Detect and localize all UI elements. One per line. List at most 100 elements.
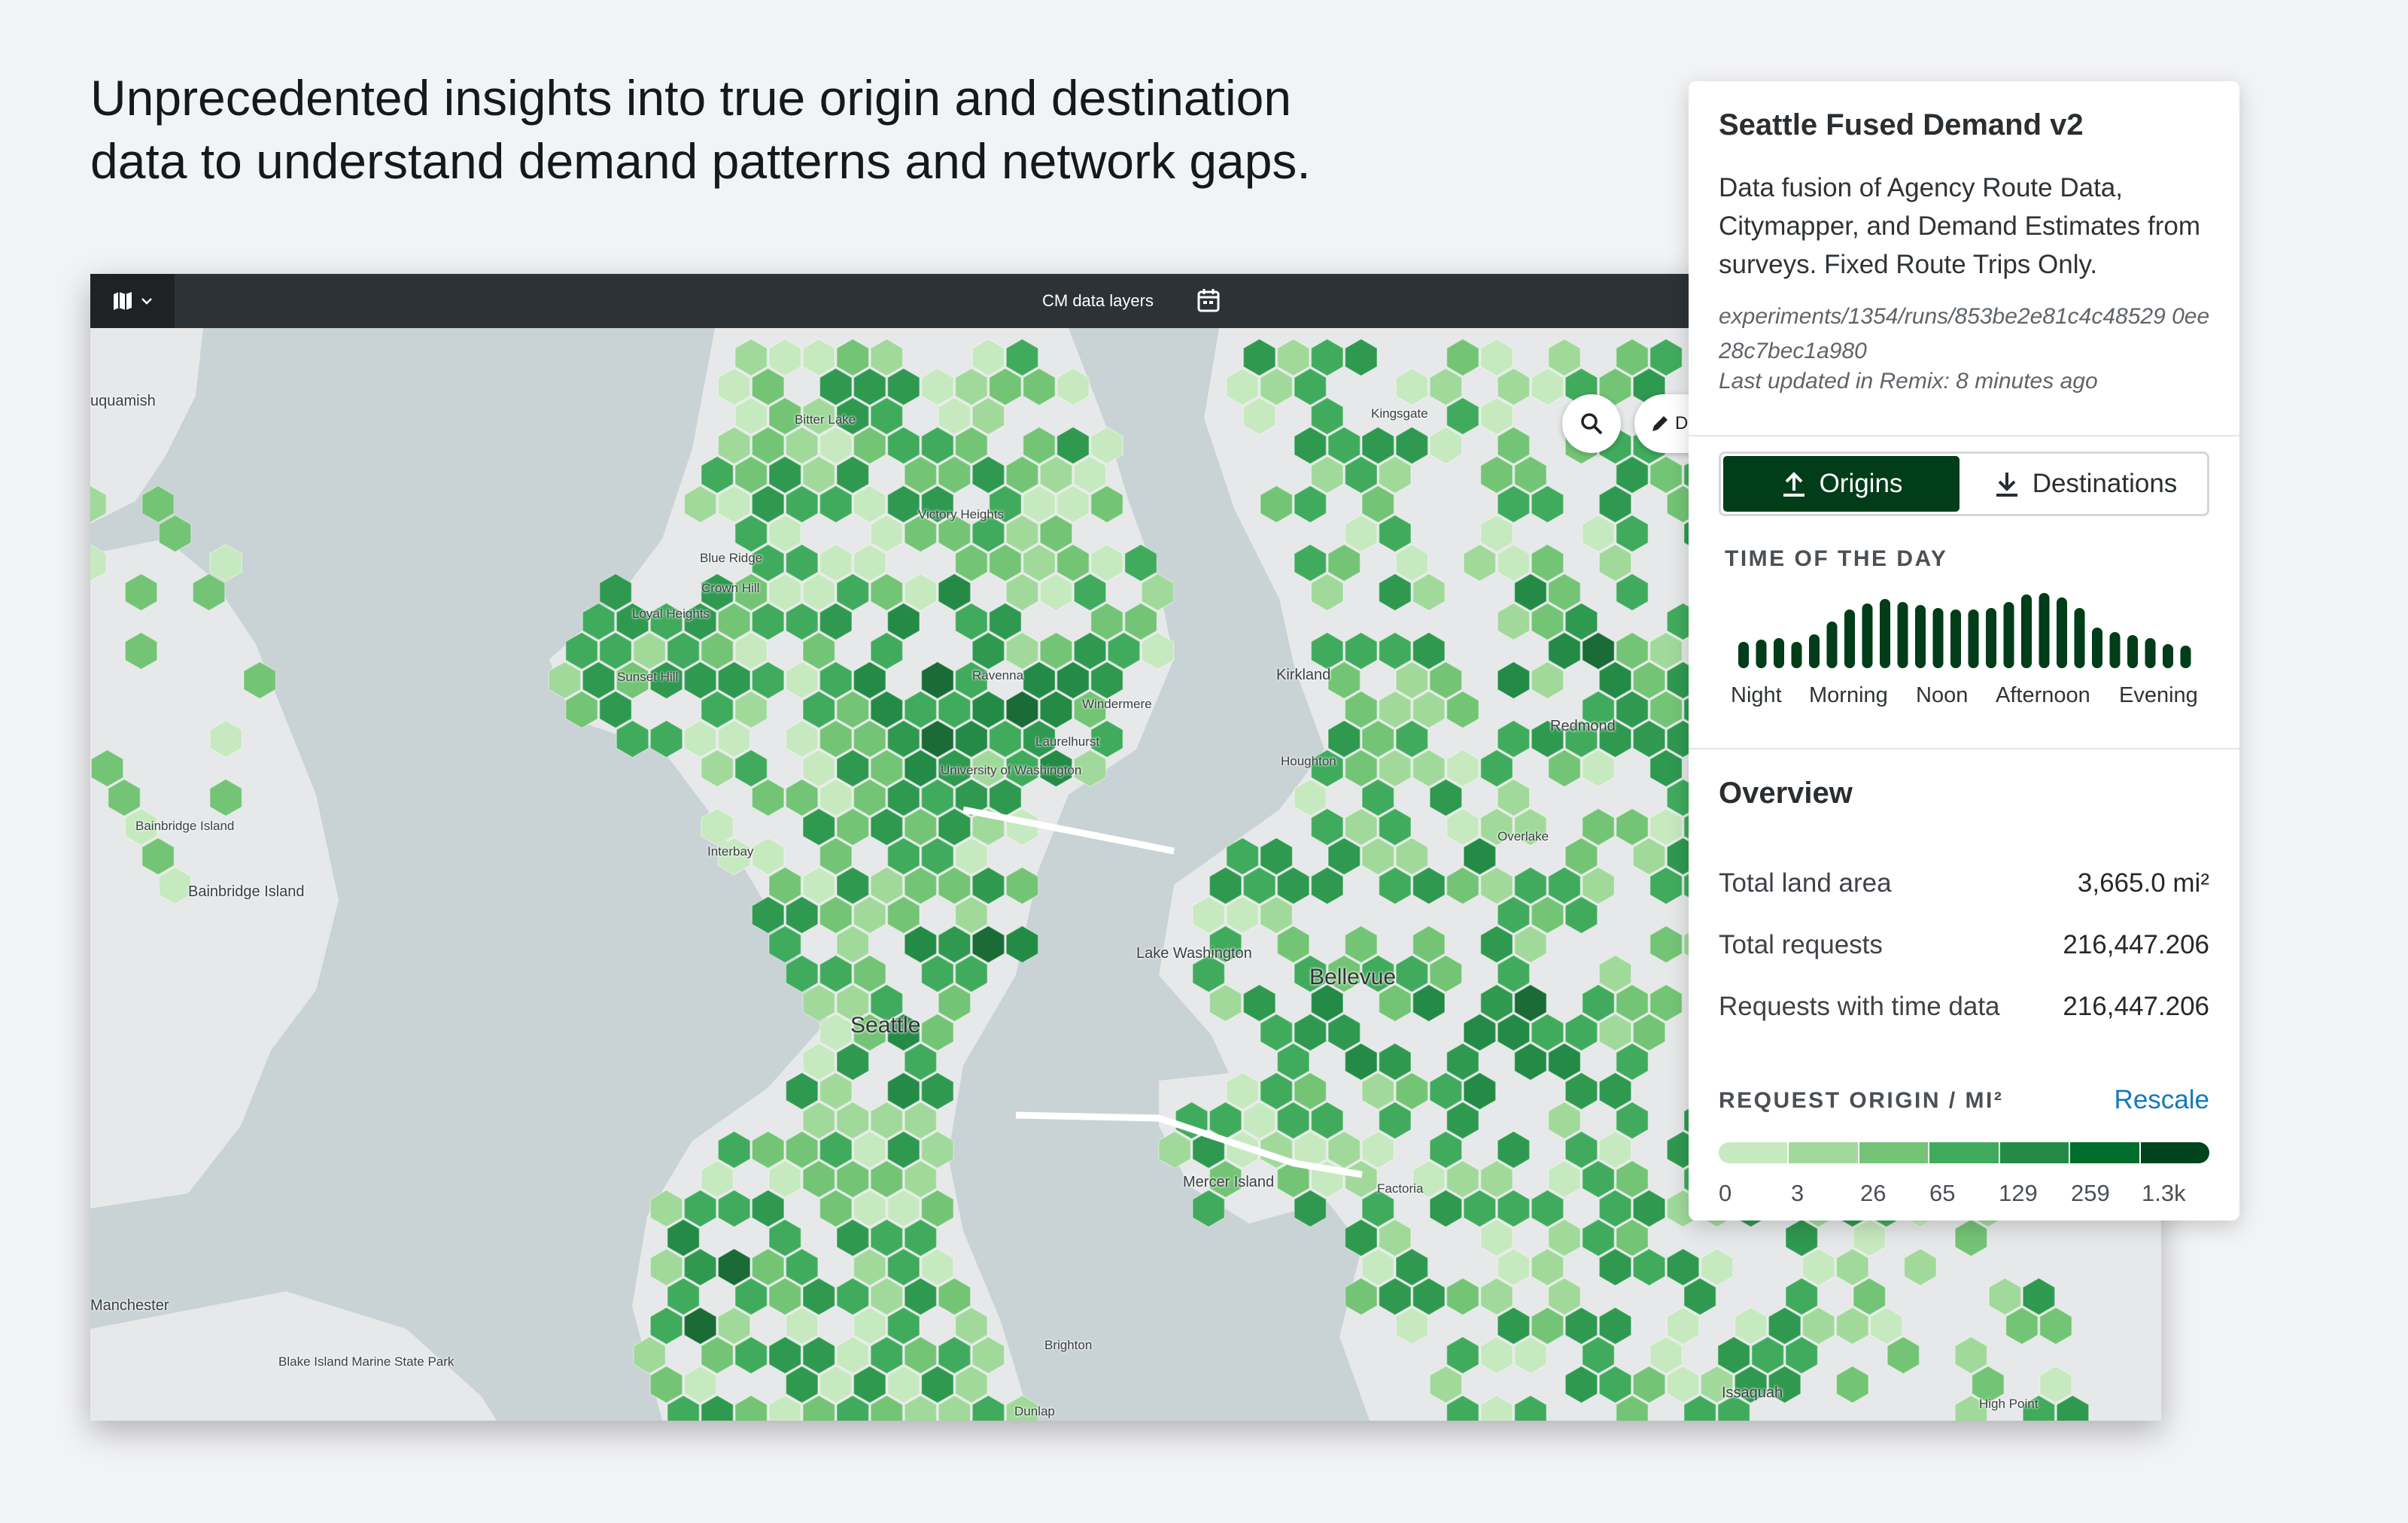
demand-hex[interactable] xyxy=(1649,983,1683,1023)
demand-hex[interactable] xyxy=(904,925,938,964)
demand-hex[interactable] xyxy=(1361,1130,1395,1169)
demand-hex[interactable] xyxy=(1361,778,1395,817)
demand-hex[interactable] xyxy=(870,631,904,670)
demand-hex[interactable] xyxy=(1598,1013,1632,1052)
demand-hex[interactable] xyxy=(1395,954,1429,993)
demand-hex[interactable] xyxy=(1632,837,1666,876)
demand-hex[interactable] xyxy=(954,837,988,876)
demand-hex[interactable] xyxy=(954,778,988,817)
demand-hex[interactable] xyxy=(1497,1248,1531,1287)
demand-hex[interactable] xyxy=(1751,1336,1785,1375)
time-bar[interactable] xyxy=(2109,632,2121,668)
demand-hex[interactable] xyxy=(734,1277,768,1316)
demand-hex[interactable] xyxy=(819,1365,853,1404)
demand-hex[interactable] xyxy=(1378,1042,1412,1081)
demand-hex[interactable] xyxy=(853,543,886,582)
demand-hex[interactable] xyxy=(1616,573,1649,612)
demand-hex[interactable] xyxy=(1666,1306,1700,1345)
demand-hex[interactable] xyxy=(1801,1248,1835,1287)
demand-hex[interactable] xyxy=(1497,367,1531,406)
demand-hex[interactable] xyxy=(1616,455,1649,494)
demand-hex[interactable] xyxy=(1869,1306,1903,1345)
demand-hex[interactable] xyxy=(904,573,938,612)
demand-hex[interactable] xyxy=(209,543,243,582)
demand-hex[interactable] xyxy=(920,661,954,700)
demand-hex[interactable] xyxy=(649,1189,683,1228)
demand-hex[interactable] xyxy=(1547,749,1581,788)
demand-hex[interactable] xyxy=(768,1277,802,1316)
demand-hex[interactable] xyxy=(785,895,819,935)
demand-hex[interactable] xyxy=(1310,338,1344,377)
demand-hex[interactable] xyxy=(886,485,920,524)
demand-hex[interactable] xyxy=(717,661,751,700)
demand-hex[interactable] xyxy=(886,1365,920,1404)
demand-hex[interactable] xyxy=(599,690,632,729)
demand-hex[interactable] xyxy=(954,602,988,641)
demand-hex[interactable] xyxy=(158,866,192,905)
demand-hex[interactable] xyxy=(565,690,598,729)
demand-hex[interactable] xyxy=(819,602,853,641)
demand-hex[interactable] xyxy=(1378,631,1412,670)
demand-hex[interactable] xyxy=(1564,719,1598,758)
demand-hex[interactable] xyxy=(599,631,632,670)
demand-hex[interactable] xyxy=(1378,866,1412,905)
time-bar[interactable] xyxy=(2039,593,2050,668)
demand-hex[interactable] xyxy=(886,1189,920,1228)
demand-hex[interactable] xyxy=(836,338,870,377)
demand-hex[interactable] xyxy=(938,1277,971,1316)
time-bar[interactable] xyxy=(1826,622,1838,668)
demand-hex[interactable] xyxy=(954,954,988,993)
demand-hex[interactable] xyxy=(954,367,988,406)
demand-hex[interactable] xyxy=(870,807,904,847)
demand-hex[interactable] xyxy=(1242,866,1276,905)
demand-hex[interactable] xyxy=(1378,1218,1412,1257)
demand-hex[interactable] xyxy=(1954,1394,1988,1421)
demand-hex[interactable] xyxy=(802,338,836,377)
origins-toggle-button[interactable]: Origins xyxy=(1723,456,1960,512)
demand-hex[interactable] xyxy=(920,1248,954,1287)
demand-hex[interactable] xyxy=(1429,778,1463,817)
demand-hex[interactable] xyxy=(1497,543,1531,582)
time-bar[interactable] xyxy=(2021,594,2032,668)
demand-hex[interactable] xyxy=(1479,397,1513,436)
demand-hex[interactable] xyxy=(954,719,988,758)
demand-hex[interactable] xyxy=(1412,925,1446,964)
demand-hex[interactable] xyxy=(886,837,920,876)
demand-hex[interactable] xyxy=(768,514,802,553)
demand-hex[interactable] xyxy=(768,338,802,377)
time-bar[interactable] xyxy=(2145,638,2156,668)
demand-hex[interactable] xyxy=(2056,1394,2090,1421)
demand-hex[interactable] xyxy=(1598,1365,1632,1404)
demand-hex[interactable] xyxy=(1361,1248,1395,1287)
demand-hex[interactable] xyxy=(734,690,768,729)
demand-hex[interactable] xyxy=(717,837,751,876)
demand-hex[interactable] xyxy=(1649,925,1683,964)
demand-hex[interactable] xyxy=(1361,485,1395,524)
demand-hex[interactable] xyxy=(870,338,904,377)
demand-hex[interactable] xyxy=(954,1306,988,1345)
demand-hex[interactable] xyxy=(751,895,785,935)
demand-hex[interactable] xyxy=(836,983,870,1023)
demand-hex[interactable] xyxy=(819,367,853,406)
demand-hex[interactable] xyxy=(616,719,649,758)
demand-hex[interactable] xyxy=(1463,1189,1497,1228)
demand-hex[interactable] xyxy=(1598,543,1632,582)
demand-hex[interactable] xyxy=(1547,1101,1581,1140)
demand-hex[interactable] xyxy=(1497,426,1531,465)
demand-hex[interactable] xyxy=(971,397,1005,436)
demand-hex[interactable] xyxy=(1598,1130,1632,1169)
demand-hex[interactable] xyxy=(1497,1013,1531,1052)
demand-hex[interactable] xyxy=(853,485,886,524)
demand-hex[interactable] xyxy=(1226,895,1260,935)
demand-hex[interactable] xyxy=(1479,807,1513,847)
demand-hex[interactable] xyxy=(1598,719,1632,758)
demand-hex[interactable] xyxy=(836,1277,870,1316)
demand-hex[interactable] xyxy=(1310,397,1344,436)
demand-hex[interactable] xyxy=(1005,338,1039,377)
demand-hex[interactable] xyxy=(853,1306,886,1345)
demand-hex[interactable] xyxy=(1582,631,1615,670)
demand-hex[interactable] xyxy=(1835,1365,1869,1404)
demand-hex[interactable] xyxy=(785,485,819,524)
time-bar[interactable] xyxy=(1950,610,1961,668)
demand-hex[interactable] xyxy=(1547,1218,1581,1257)
